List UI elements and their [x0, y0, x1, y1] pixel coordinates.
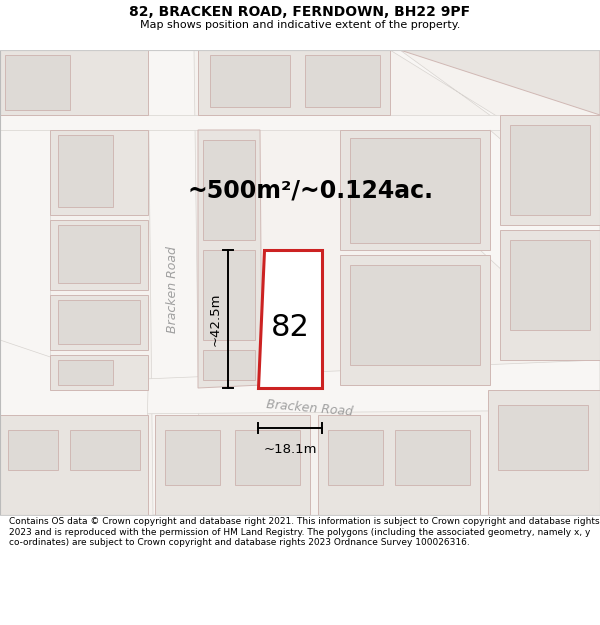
Bar [70, 430, 140, 470]
Polygon shape [50, 295, 148, 350]
Polygon shape [258, 250, 322, 388]
Text: 82, BRACKEN ROAD, FERNDOWN, BH22 9PF: 82, BRACKEN ROAD, FERNDOWN, BH22 9PF [130, 5, 470, 19]
Text: Map shows position and indicative extent of the property.: Map shows position and indicative extent… [140, 20, 460, 30]
Bar [350, 265, 480, 365]
Polygon shape [500, 115, 600, 225]
Polygon shape [0, 50, 50, 515]
Polygon shape [0, 115, 600, 130]
Text: ~42.5m: ~42.5m [209, 292, 221, 346]
Polygon shape [400, 50, 600, 115]
Polygon shape [480, 130, 600, 360]
Bar [510, 125, 590, 215]
Polygon shape [0, 415, 148, 515]
Text: ~500m²/~0.124ac.: ~500m²/~0.124ac. [187, 178, 433, 202]
Bar [203, 250, 255, 340]
Text: Contains OS data © Crown copyright and database right 2021. This information is : Contains OS data © Crown copyright and d… [9, 518, 599, 548]
Bar [328, 430, 383, 485]
Bar [58, 135, 113, 207]
Polygon shape [390, 50, 600, 195]
Text: ~18.1m: ~18.1m [263, 443, 317, 456]
Polygon shape [0, 340, 148, 515]
Polygon shape [318, 415, 480, 515]
Polygon shape [198, 50, 390, 115]
Bar [498, 405, 588, 470]
Text: 82: 82 [271, 314, 310, 342]
Bar [5, 55, 70, 110]
Bar [235, 430, 300, 485]
Bar [210, 55, 290, 107]
Text: Bracken Road: Bracken Road [266, 398, 354, 418]
Bar [8, 430, 58, 470]
Bar [58, 300, 140, 344]
Bar [165, 430, 220, 485]
Polygon shape [0, 50, 148, 115]
Text: Bracken Road: Bracken Road [166, 246, 179, 334]
Bar [58, 360, 113, 385]
Bar [305, 55, 380, 107]
Polygon shape [0, 360, 600, 415]
Polygon shape [50, 220, 148, 290]
Bar [203, 140, 255, 240]
Polygon shape [50, 355, 148, 390]
Polygon shape [340, 130, 490, 250]
Polygon shape [50, 130, 148, 215]
Bar [58, 225, 140, 283]
Polygon shape [155, 415, 310, 515]
Polygon shape [198, 130, 262, 388]
Bar [350, 138, 480, 243]
Bar [203, 350, 255, 380]
Polygon shape [340, 255, 490, 385]
Bar [395, 430, 470, 485]
Polygon shape [148, 50, 200, 515]
Bar [510, 240, 590, 330]
Polygon shape [500, 230, 600, 360]
Polygon shape [488, 390, 600, 515]
